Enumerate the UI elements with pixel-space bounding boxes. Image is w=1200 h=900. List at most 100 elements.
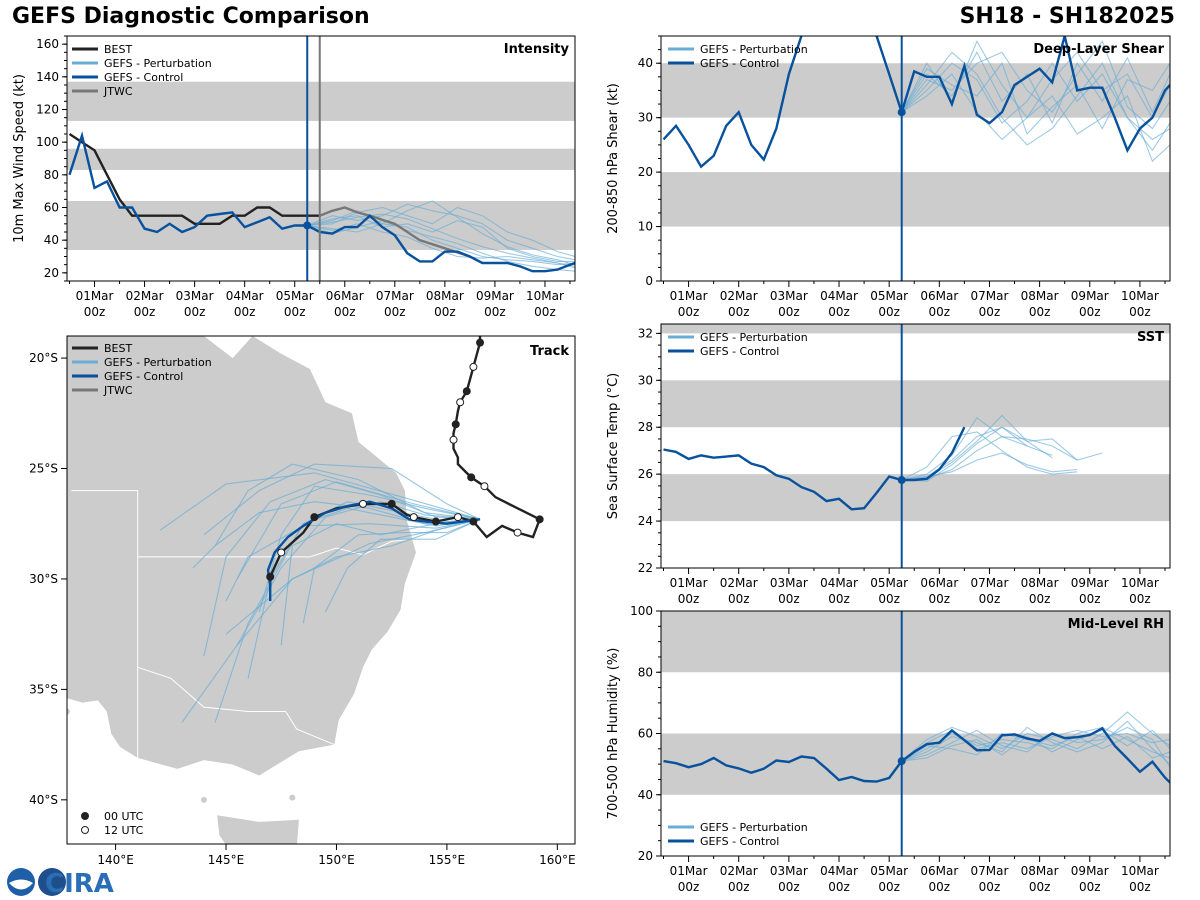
control-line (662, 36, 1170, 169)
panel-track: 140°E 145°E 150°E 155°E 160°E 20°S 25°S 30°S 35°… (29, 335, 576, 867)
y-axis-label: 10m Max Wind Speed (kt) (12, 74, 27, 243)
perturbation-line (901, 62, 1170, 136)
x-tick-sublabel: 00z (778, 592, 800, 606)
y-tick-label: 30 (638, 111, 653, 125)
x-tick-sublabel: 00z (678, 592, 700, 606)
track-lines (159, 336, 544, 723)
legend-label: GEFS - Control (104, 370, 183, 383)
x-tick-label: 06Mar (326, 289, 364, 303)
x-tick-sublabel: 00z (878, 592, 900, 606)
x-tick-sublabel: 00z (384, 305, 406, 319)
x-tick-sublabel: 00z (979, 305, 1001, 319)
x-tick-label: 06Mar (920, 289, 958, 303)
perturbation-track (159, 472, 481, 531)
noaa-cira-logo: CIRA (7, 868, 114, 898)
legend-label: JTWC (103, 384, 133, 397)
x-tick-label: 03Mar (176, 289, 214, 303)
legend-label: BEST (104, 43, 132, 56)
init-point (303, 221, 312, 230)
panel-title: Deep-Layer Shear (1033, 42, 1164, 57)
perturbation-track (214, 501, 481, 723)
y-tick-label: 140 (36, 70, 59, 84)
x-tick-sublabel: 00z (778, 880, 800, 894)
panel-intensity: 20 40 60 80 100 120 140 160 01Mar 00z 02Mar 00z 03Ma… (12, 35, 576, 319)
y-tick-label: 32 (638, 326, 653, 340)
x-tick-sublabel: 00z (678, 305, 700, 319)
best-point-12utc (449, 435, 458, 444)
x-tick-label: 05Mar (870, 576, 908, 590)
x-tick-label: 02Mar (720, 576, 758, 590)
state-border (137, 666, 335, 746)
x-tick-label: 09Mar (1071, 576, 1109, 590)
x-tick-sublabel: 00z (1129, 592, 1151, 606)
panel-title: SST (1137, 330, 1164, 345)
island (67, 708, 70, 715)
y-axis-label: Sea Surface Temp (°C) (606, 373, 621, 520)
perturbation-line (901, 417, 1028, 481)
perturbation-line (901, 40, 1170, 130)
x-tick-sublabel: 00z (678, 880, 700, 894)
x-tick-label: 01Mar (76, 289, 114, 303)
x-tick-label: 08Mar (1021, 576, 1059, 590)
best-point-12utc (453, 513, 462, 522)
legend-label: GEFS - Perturbation (104, 356, 212, 369)
x-tick-sublabel: 00z (728, 592, 750, 606)
y-tick-label: 160 (36, 37, 59, 51)
lon-tick-label: 140°E (97, 853, 134, 867)
threshold-band (661, 611, 1170, 673)
perturbation-line (307, 210, 575, 266)
series-lines (663, 711, 1170, 784)
perturbation-line (901, 62, 1170, 152)
y-tick-label: 22 (638, 561, 653, 575)
x-tick-sublabel: 00z (534, 305, 556, 319)
x-tick-label: 02Mar (126, 289, 164, 303)
noaa-wave-icon (9, 879, 33, 890)
lat-tick-label: 40°S (29, 793, 58, 807)
x-tick-sublabel: 00z (484, 305, 506, 319)
series-lines (68, 131, 575, 273)
y-axis-label: 200-850 hPa Shear (kt) (606, 83, 621, 234)
y-tick-label: 28 (638, 420, 653, 434)
x-tick-label: 07Mar (971, 289, 1009, 303)
x-tick-sublabel: 00z (979, 592, 1001, 606)
threshold-band (661, 733, 1170, 795)
perturbation-line (307, 215, 575, 262)
control-line (663, 726, 1170, 784)
marker-legend-label: 12 UTC (104, 824, 144, 837)
x-tick-label: 07Mar (971, 864, 1009, 878)
x-tick-label: 10Mar (1121, 289, 1159, 303)
perturbation-line (306, 203, 575, 261)
x-tick-label: 03Mar (770, 289, 808, 303)
panel-title: Track (530, 344, 569, 359)
storm-id: SH18 - SH182025 (959, 4, 1175, 29)
legend-label: GEFS - Control (700, 345, 779, 358)
init-point (897, 476, 906, 485)
threshold-band (67, 148, 575, 170)
y-tick-label: 40 (638, 56, 653, 70)
x-tick-label: 01Mar (670, 864, 708, 878)
x-tick-label: 04Mar (820, 576, 858, 590)
x-tick-label: 04Mar (226, 289, 264, 303)
legend-label: GEFS - Perturbation (700, 43, 808, 56)
x-tick-sublabel: 00z (878, 305, 900, 319)
cira-logo-text: CIRA (45, 869, 114, 898)
figure-title: GEFS Diagnostic Comparison (12, 4, 370, 29)
best-point-00utc (476, 338, 485, 347)
x-tick-sublabel: 00z (828, 592, 850, 606)
control-line (68, 131, 575, 273)
perturbation-line (901, 426, 1053, 481)
control-line (663, 426, 966, 511)
perturbation-line (901, 436, 1078, 481)
island (289, 794, 296, 801)
perturbation-track (214, 463, 481, 547)
control-track (266, 500, 481, 601)
panel-title: Mid-Level RH (1068, 617, 1164, 632)
perturbation-line (307, 200, 575, 266)
perturbation-line (307, 213, 575, 269)
perturbation-line (901, 720, 1170, 765)
marker-12utc (81, 826, 89, 834)
